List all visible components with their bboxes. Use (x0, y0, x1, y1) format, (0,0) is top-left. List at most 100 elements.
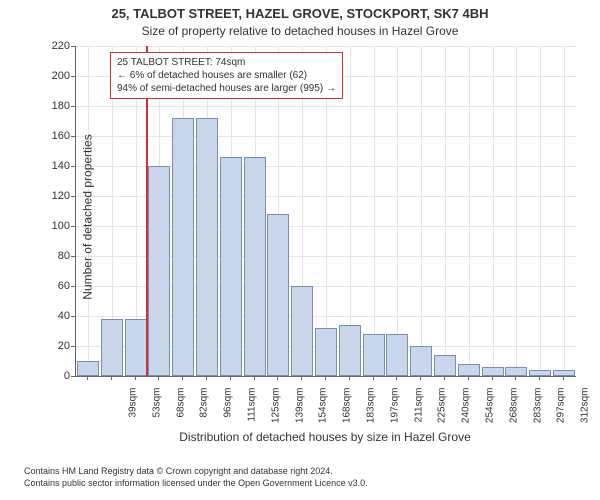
histogram-bar (553, 370, 575, 376)
xtick-mark (563, 376, 564, 380)
xtick-mark (444, 376, 445, 380)
histogram-bar (363, 334, 385, 376)
ytick-mark (71, 166, 75, 167)
ytick-mark (71, 376, 75, 377)
gridline-v (469, 46, 470, 376)
histogram-bar (172, 118, 194, 376)
xtick-label: 268sqm (508, 388, 519, 438)
xtick-mark (87, 376, 88, 380)
ytick-label: 100 (40, 220, 70, 232)
xtick-label: 53sqm (151, 388, 162, 438)
histogram-bar (101, 319, 123, 376)
annotation-box: 25 TALBOT STREET: 74sqm ← 6% of detached… (110, 52, 343, 99)
ytick-mark (71, 46, 75, 47)
ytick-mark (71, 196, 75, 197)
histogram-bar (148, 166, 170, 376)
xtick-mark (182, 376, 183, 380)
histogram-bar (482, 367, 504, 376)
histogram-bar (291, 286, 313, 376)
gridline-v (564, 46, 565, 376)
xtick-label: 168sqm (342, 388, 353, 438)
xtick-label: 39sqm (127, 388, 138, 438)
xtick-label: 125sqm (270, 388, 281, 438)
xtick-mark (396, 376, 397, 380)
gridline-v (421, 46, 422, 376)
xtick-label: 240sqm (461, 388, 472, 438)
histogram-bar (339, 325, 361, 376)
gridline-v (397, 46, 398, 376)
xtick-mark (111, 376, 112, 380)
xtick-label: 312sqm (580, 388, 591, 438)
footer-attribution: Contains HM Land Registry data © Crown c… (24, 466, 368, 489)
chart-title-sub: Size of property relative to detached ho… (0, 24, 600, 38)
xtick-label: 297sqm (556, 388, 567, 438)
xtick-mark (206, 376, 207, 380)
histogram-bar (267, 214, 289, 376)
xtick-label: 111sqm (246, 388, 257, 438)
footer-line2: Contains public sector information licen… (24, 478, 368, 490)
xtick-label: 154sqm (318, 388, 329, 438)
histogram-bar (196, 118, 218, 376)
xtick-mark (254, 376, 255, 380)
histogram-bar (386, 334, 408, 376)
chart-title-main: 25, TALBOT STREET, HAZEL GROVE, STOCKPOR… (0, 6, 600, 21)
xtick-mark (515, 376, 516, 380)
gridline-v (516, 46, 517, 376)
ytick-label: 0 (40, 370, 70, 382)
gridline-v (374, 46, 375, 376)
histogram-bar (244, 157, 266, 376)
xtick-label: 183sqm (366, 388, 377, 438)
xtick-mark (539, 376, 540, 380)
histogram-bar (458, 364, 480, 376)
histogram-bar (220, 157, 242, 376)
histogram-bar (77, 361, 99, 376)
ytick-mark (71, 346, 75, 347)
xtick-mark (301, 376, 302, 380)
histogram-bar (434, 355, 456, 376)
histogram-bar (125, 319, 147, 376)
annotation-line2: ← 6% of detached houses are smaller (62) (117, 69, 336, 82)
ytick-label: 20 (40, 340, 70, 352)
ytick-mark (71, 136, 75, 137)
xtick-label: 139sqm (294, 388, 305, 438)
ytick-mark (71, 76, 75, 77)
xtick-mark (420, 376, 421, 380)
ytick-mark (71, 286, 75, 287)
ytick-label: 120 (40, 190, 70, 202)
xtick-mark (373, 376, 374, 380)
xtick-label: 225sqm (437, 388, 448, 438)
histogram-bar (315, 328, 337, 376)
ytick-label: 180 (40, 100, 70, 112)
gridline-v (540, 46, 541, 376)
xtick-label: 197sqm (389, 388, 400, 438)
xtick-label: 82sqm (199, 388, 210, 438)
xtick-mark (492, 376, 493, 380)
xtick-label: 283sqm (532, 388, 543, 438)
xtick-label: 96sqm (223, 388, 234, 438)
histogram-bar (529, 370, 551, 376)
ytick-label: 220 (40, 40, 70, 52)
ytick-label: 200 (40, 70, 70, 82)
gridline-v (445, 46, 446, 376)
y-axis-label: Number of detached properties (81, 134, 95, 299)
annotation-line1: 25 TALBOT STREET: 74sqm (117, 56, 336, 69)
histogram-bar (505, 367, 527, 376)
ytick-label: 160 (40, 130, 70, 142)
xtick-mark (325, 376, 326, 380)
xtick-mark (349, 376, 350, 380)
ytick-mark (71, 316, 75, 317)
histogram-bar (410, 346, 432, 376)
xtick-mark (135, 376, 136, 380)
xtick-mark (230, 376, 231, 380)
ytick-mark (71, 106, 75, 107)
xtick-mark (158, 376, 159, 380)
xtick-mark (468, 376, 469, 380)
annotation-line3: 94% of semi-detached houses are larger (… (117, 82, 336, 95)
gridline-v (493, 46, 494, 376)
footer-line1: Contains HM Land Registry data © Crown c… (24, 466, 368, 478)
ytick-label: 60 (40, 280, 70, 292)
ytick-mark (71, 226, 75, 227)
xtick-label: 254sqm (485, 388, 496, 438)
xtick-label: 68sqm (175, 388, 186, 438)
ytick-label: 140 (40, 160, 70, 172)
